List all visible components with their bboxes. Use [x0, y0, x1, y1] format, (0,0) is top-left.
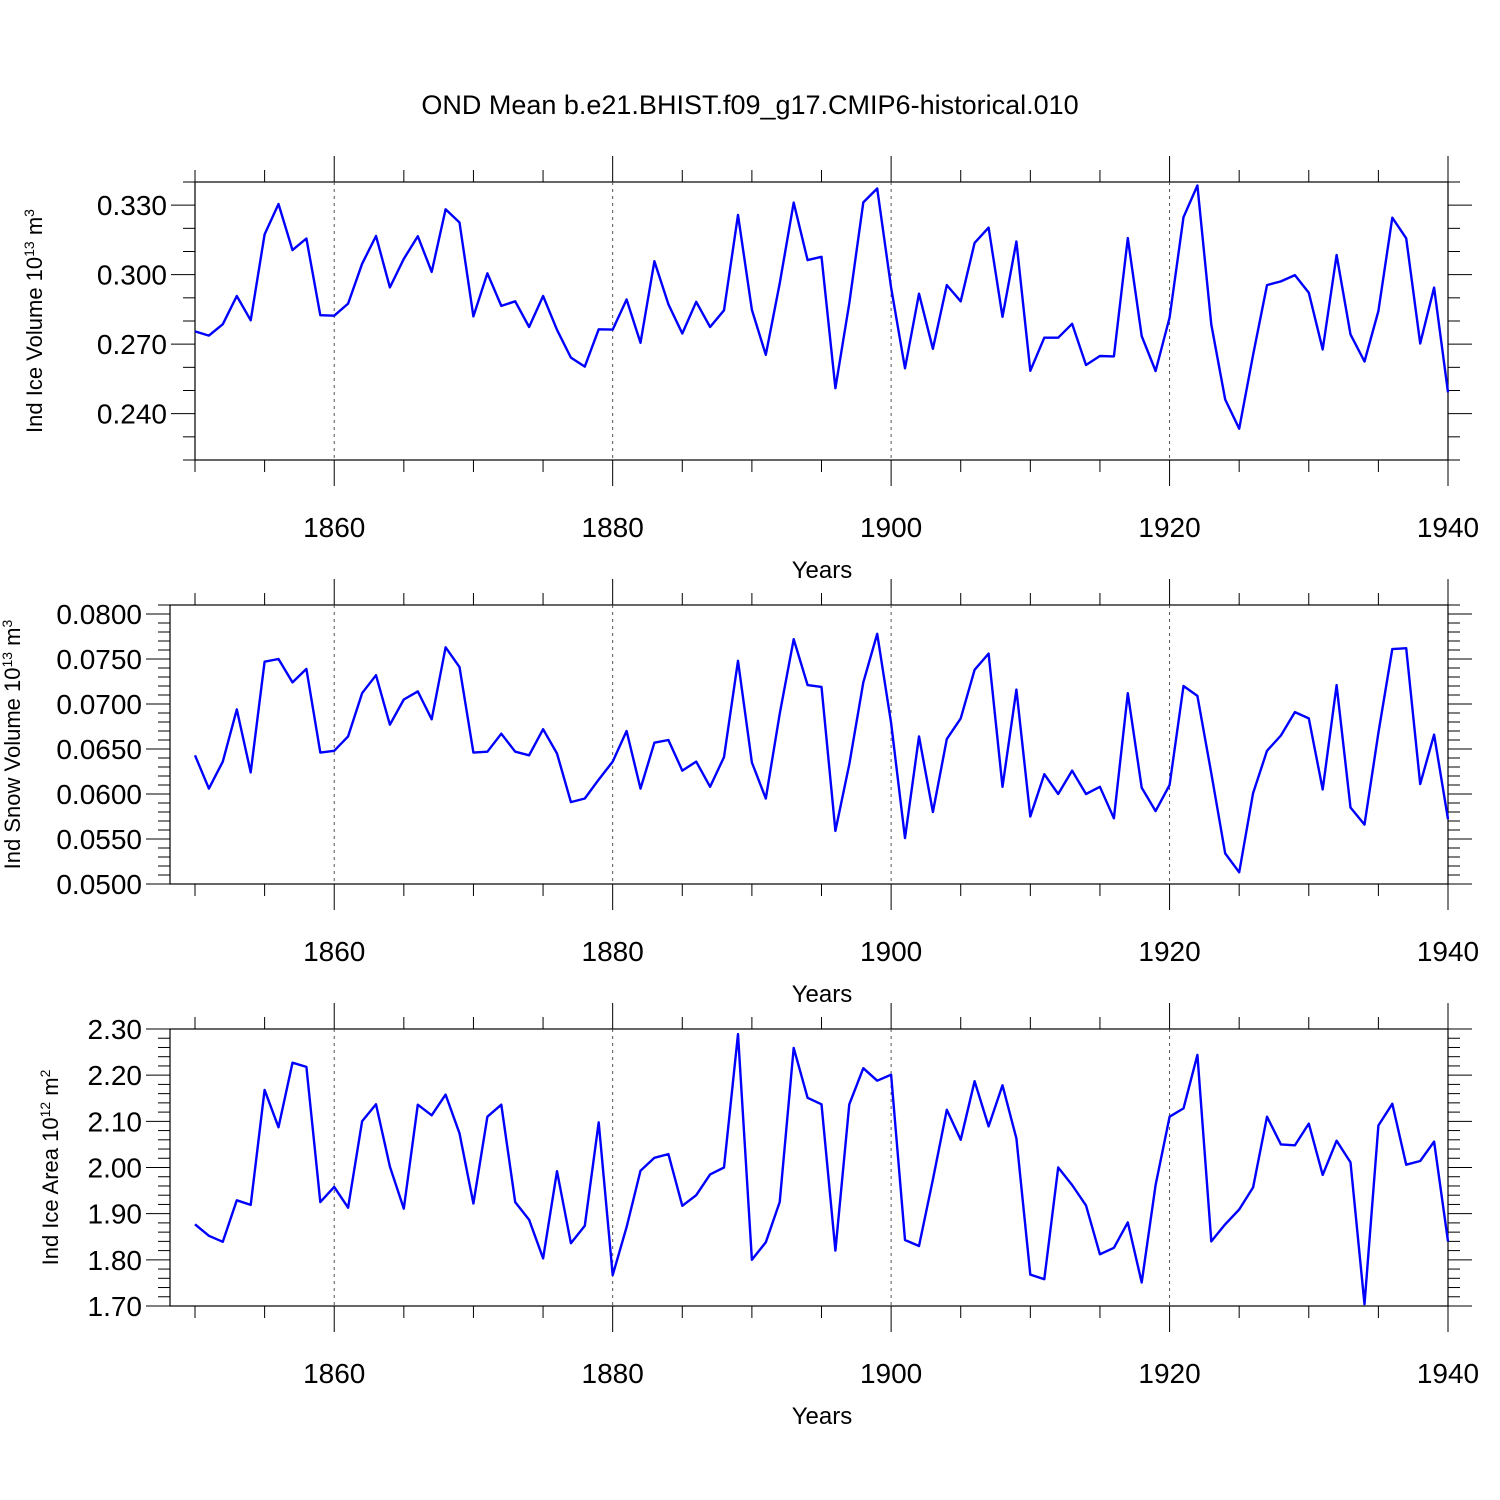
x-tick-label: 1880 [582, 1358, 644, 1389]
y-axis-label-superscript: 3 [0, 619, 15, 627]
y-tick-label: 0.0800 [56, 599, 142, 630]
x-tick-label: 1880 [582, 936, 644, 967]
y-tick-label: 0.0650 [56, 734, 142, 765]
y-tick-label: 0.0700 [56, 689, 142, 720]
y-tick-label: 0.240 [97, 399, 167, 430]
x-tick-label: 1920 [1138, 936, 1200, 967]
x-tick-label: 1940 [1417, 1358, 1479, 1389]
x-tick-label: 1900 [860, 1358, 922, 1389]
x-tick-label: 1920 [1138, 1358, 1200, 1389]
x-tick-label: 1880 [582, 512, 644, 543]
panel-snow-volume: 1860 1880 1900 1920 1940 0.0500 0.0550 0.0600 0.… [0, 579, 1479, 1008]
y-axis-label-part: Ind Ice Volume 10 [22, 257, 47, 433]
x-axis-label: Years [792, 557, 853, 584]
y-tick-label: 0.300 [97, 260, 167, 291]
y-axis-label-part: m [22, 217, 47, 241]
data-series-line [193, 632, 1450, 874]
y-axis-label: Ind Ice Volume 1013 m3 [21, 209, 47, 433]
x-tick-label: 1900 [860, 512, 922, 543]
x-tick-label: 1920 [1138, 512, 1200, 543]
y-axis-label-part: m [38, 1077, 63, 1101]
x-tick-label: 1860 [303, 1358, 365, 1389]
y-tick-label: 0.270 [97, 329, 167, 360]
y-tick-label: 2.20 [88, 1060, 143, 1091]
x-tick-label: 1940 [1417, 512, 1479, 543]
y-axis-label-part: Ind Snow Volume 10 [0, 668, 25, 870]
y-tick-label: 1.90 [88, 1199, 143, 1230]
x-axis-label: Years [792, 981, 853, 1008]
data-series-line [194, 1032, 1450, 1306]
y-tick-label: 0.0750 [56, 644, 142, 675]
y-tick-label: 0.0500 [56, 869, 142, 900]
y-axis-label: Ind Ice Area 1012 m2 [37, 1069, 63, 1265]
panel-ice-volume: 1860 1880 1900 1920 1940 0.240 0.270 0.300 0.330… [21, 156, 1479, 584]
x-tick-label: 1940 [1417, 936, 1479, 967]
panel-ice-area: 1860 1880 1900 1920 1940 1.70 1.80 1.90 2.00 2.10… [37, 1003, 1479, 1430]
y-axis-label-superscript: 2 [37, 1069, 53, 1077]
y-axis-label: Ind Snow Volume 1013 m3 [0, 619, 25, 869]
y-tick-label: 2.00 [88, 1153, 143, 1184]
x-tick-label: 1860 [303, 512, 365, 543]
x-tick-label: 1860 [303, 936, 365, 967]
y-tick-label: 0.330 [97, 190, 167, 221]
y-axis-label-part: m [0, 627, 25, 651]
data-series-line [194, 184, 1450, 430]
y-axis-label-superscript: 12 [37, 1102, 53, 1118]
y-axis-label-superscript: 3 [21, 209, 37, 217]
y-axis-label-superscript: 13 [0, 652, 15, 668]
y-tick-label: 2.30 [88, 1014, 143, 1045]
y-axis-label-part: Ind Ice Area 10 [38, 1117, 63, 1265]
y-tick-label: 0.0600 [56, 779, 142, 810]
page-title: OND Mean b.e21.BHIST.f09_g17.CMIP6-histo… [421, 90, 1079, 120]
x-tick-label: 1900 [860, 936, 922, 967]
plot-frame [169, 604, 1449, 885]
y-tick-label: 1.80 [88, 1245, 143, 1276]
y-tick-label: 2.10 [88, 1106, 143, 1137]
x-axis-label: Years [792, 1403, 853, 1430]
y-tick-label: 0.0550 [56, 824, 142, 855]
y-tick-label: 1.70 [88, 1291, 143, 1322]
y-axis-label-superscript: 13 [21, 241, 37, 257]
